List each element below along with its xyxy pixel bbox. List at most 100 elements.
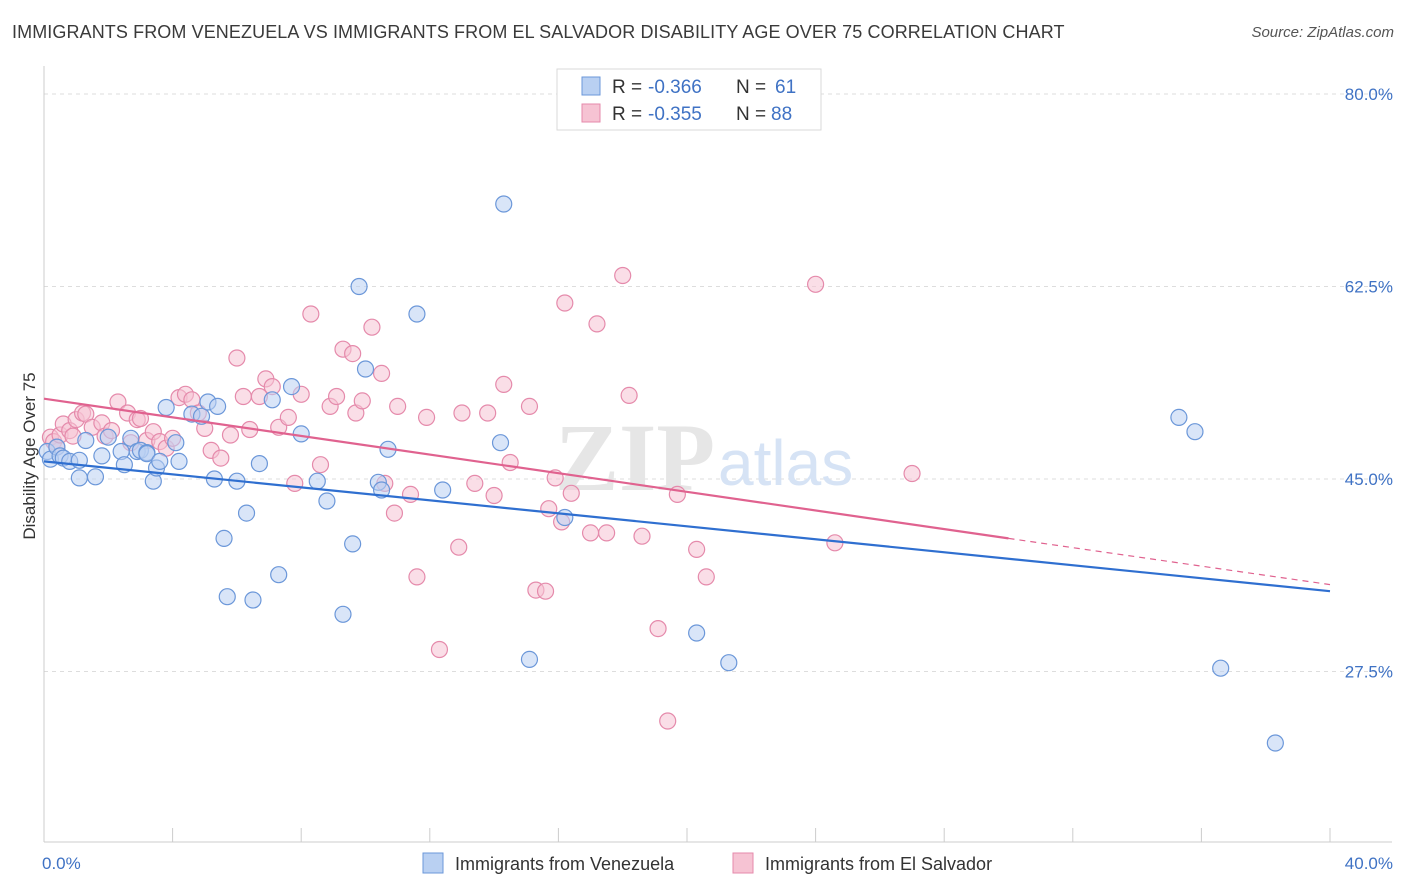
bottom-legend-elsalvador-swatch bbox=[732, 852, 754, 874]
venezuela-point bbox=[344, 535, 362, 553]
x-tick-label: 0.0% bbox=[42, 854, 81, 873]
venezuela-point bbox=[270, 566, 288, 584]
legend-venezuela-swatch bbox=[581, 76, 601, 96]
legend-r-value-elsalvador: -0.355 bbox=[648, 104, 702, 125]
venezuela-point bbox=[1186, 423, 1204, 441]
elsalvador-point bbox=[614, 266, 632, 285]
venezuela-point bbox=[688, 624, 706, 642]
bottom-legend: Immigrants from Venezuela Immigrants fro… bbox=[422, 852, 992, 874]
venezuela-point bbox=[138, 445, 156, 463]
venezuela-point bbox=[70, 469, 88, 487]
legend-n-label-venezuela: N = bbox=[736, 77, 766, 98]
watermark-atlas: atlas bbox=[718, 427, 853, 499]
venezuela-point bbox=[292, 425, 310, 443]
venezuela-point bbox=[237, 504, 256, 522]
legend-n-value-elsalvador: 88 bbox=[771, 104, 792, 125]
elsalvador-point bbox=[697, 568, 715, 586]
elsalvador-point bbox=[688, 540, 706, 559]
elsalvador-point bbox=[279, 408, 297, 426]
elsalvador-point bbox=[495, 375, 513, 393]
x-tick-labels: 0.0% 40.0% bbox=[42, 854, 1393, 873]
venezuela-point bbox=[86, 468, 105, 486]
elsalvador-point bbox=[389, 397, 407, 415]
y-tick-label: 45.0% bbox=[1345, 470, 1393, 489]
venezuela-point bbox=[334, 605, 352, 623]
venezuela-point bbox=[408, 305, 426, 323]
legend-r-label-venezuela: R = bbox=[612, 77, 642, 98]
legend-elsalvador-swatch bbox=[581, 103, 601, 123]
elsalvador-point bbox=[327, 387, 346, 406]
elsalvador-point bbox=[372, 364, 391, 382]
watermark: ZIP atlas bbox=[555, 404, 853, 511]
elsalvador-point bbox=[581, 524, 600, 542]
venezuela-point bbox=[556, 508, 574, 527]
y-tick-label: 27.5% bbox=[1345, 663, 1393, 682]
elsalvador-point bbox=[479, 404, 497, 422]
venezuela-point bbox=[209, 397, 227, 415]
venezuela-point bbox=[263, 391, 281, 409]
venezuela-trend-line bbox=[43, 460, 1331, 593]
elsalvador-point bbox=[302, 305, 320, 323]
elsalvador-point bbox=[221, 426, 240, 444]
venezuela-point bbox=[250, 455, 269, 473]
elsalvador-point bbox=[385, 504, 404, 522]
elsalvador-trend-line bbox=[43, 397, 1009, 540]
venezuela-point bbox=[218, 588, 236, 606]
venezuela-point bbox=[308, 472, 326, 490]
elsalvador-point bbox=[588, 315, 606, 333]
trend-lines bbox=[43, 397, 1331, 593]
elsalvador-point bbox=[430, 640, 449, 659]
elsalvador-point bbox=[536, 582, 555, 600]
bottom-legend-venezuela-swatch bbox=[422, 852, 444, 874]
legend-box: R = -0.366 N = 61 R = -0.355 N = 88 bbox=[556, 68, 822, 131]
venezuela-point bbox=[151, 452, 169, 470]
venezuela-point bbox=[157, 398, 175, 417]
elsalvador-point bbox=[353, 392, 371, 410]
y-axis-label: Disability Age Over 75 bbox=[20, 372, 39, 539]
bottom-legend-elsalvador-label: Immigrants from El Salvador bbox=[765, 854, 992, 874]
bottom-legend-venezuela-label: Immigrants from Venezuela bbox=[455, 854, 675, 874]
elsalvador-point bbox=[556, 294, 574, 312]
venezuela-point bbox=[434, 481, 452, 499]
elsalvador-point bbox=[311, 456, 330, 474]
venezuela-point bbox=[215, 529, 233, 548]
elsalvador-point bbox=[806, 275, 825, 293]
elsalvador-point bbox=[131, 409, 150, 428]
legend-r-label-elsalvador: R = bbox=[612, 104, 642, 125]
venezuela-point bbox=[170, 452, 188, 470]
elsalvador-point bbox=[212, 449, 230, 467]
venezuela-point bbox=[1212, 659, 1230, 677]
elsalvador-point bbox=[633, 527, 651, 545]
elsalvador-point bbox=[620, 386, 638, 404]
venezuela-point bbox=[244, 591, 262, 609]
elsalvador-point bbox=[485, 486, 503, 505]
elsalvador-point bbox=[228, 349, 246, 367]
elsalvador-point bbox=[520, 397, 539, 415]
venezuela-point bbox=[491, 434, 510, 452]
venezuela-point bbox=[77, 431, 95, 450]
elsalvador-point bbox=[540, 500, 558, 518]
elsalvador-point bbox=[466, 474, 484, 492]
venezuela-point bbox=[356, 360, 375, 378]
x-tick-label: 40.0% bbox=[1345, 854, 1393, 873]
elsalvador-trend-extension bbox=[1008, 537, 1331, 586]
elsalvador-point bbox=[450, 538, 468, 556]
elsalvador-point bbox=[417, 408, 436, 426]
elsalvador-point bbox=[903, 464, 921, 483]
elsalvador-point bbox=[659, 712, 677, 730]
venezuela-point bbox=[318, 492, 336, 510]
venezuela-point bbox=[282, 378, 301, 396]
elsalvador-point bbox=[598, 524, 616, 542]
venezuela-point bbox=[350, 277, 368, 296]
y-tick-label: 80.0% bbox=[1345, 85, 1393, 104]
elsalvador-point bbox=[344, 345, 362, 363]
venezuela-point bbox=[93, 447, 111, 465]
watermark-zip: ZIP bbox=[555, 404, 715, 511]
source-credit: Source: ZipAtlas.com bbox=[1251, 24, 1394, 41]
legend-n-label-elsalvador: N = bbox=[736, 104, 766, 125]
elsalvador-point bbox=[363, 318, 381, 336]
venezuela-point bbox=[720, 654, 738, 672]
venezuela-point bbox=[1266, 734, 1284, 752]
elsalvador-point bbox=[286, 474, 304, 492]
y-tick-label: 62.5% bbox=[1345, 278, 1393, 297]
